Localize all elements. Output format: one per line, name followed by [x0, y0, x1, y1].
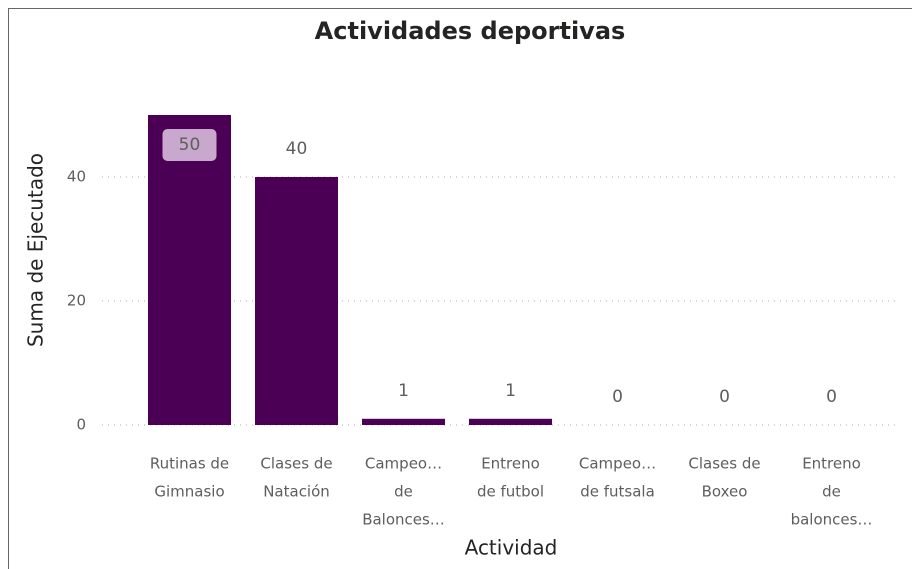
bar: [148, 115, 231, 425]
data-label: 50: [179, 135, 201, 155]
data-label: 1: [505, 381, 516, 401]
x-tick-label: Natación: [263, 483, 330, 501]
x-tick-label: de futsala: [580, 483, 655, 501]
x-tick-label: Boxeo: [702, 483, 748, 501]
y-axis-title: Suma de Ejecutado: [24, 153, 48, 347]
data-label: 1: [398, 381, 409, 401]
data-label: 0: [612, 387, 623, 407]
x-tick-label: Balonces…: [362, 511, 445, 529]
bar: [469, 418, 552, 425]
y-tick-label: 20: [67, 292, 86, 310]
chart-title: Actividades deportivas: [315, 17, 626, 45]
data-label: 40: [286, 139, 308, 159]
x-tick-label: Clases de: [260, 455, 332, 473]
x-tick-label: de futbol: [477, 483, 544, 501]
x-tick-label: Campeo…: [579, 455, 656, 473]
x-tick-label: balonces…: [791, 511, 873, 529]
x-tick-label: Entreno: [481, 455, 540, 473]
y-tick-label: 40: [67, 168, 86, 186]
x-tick-label: Campeo…: [365, 455, 442, 473]
data-label: 0: [826, 387, 837, 407]
data-label: 0: [719, 387, 730, 407]
x-tick-label: Clases de: [688, 455, 760, 473]
x-axis-title: Actividad: [465, 536, 558, 560]
x-tick-label: Rutinas de: [150, 455, 229, 473]
bar: [362, 418, 445, 425]
data-label-box: [162, 129, 217, 161]
bar: [255, 177, 338, 425]
x-tick-label: Entreno: [802, 455, 861, 473]
y-tick-label: 0: [76, 416, 86, 434]
x-tick-label: Gimnasio: [154, 483, 224, 501]
x-tick-label: de: [394, 483, 413, 501]
frame: [8, 8, 912, 569]
x-tick-label: de: [822, 483, 841, 501]
